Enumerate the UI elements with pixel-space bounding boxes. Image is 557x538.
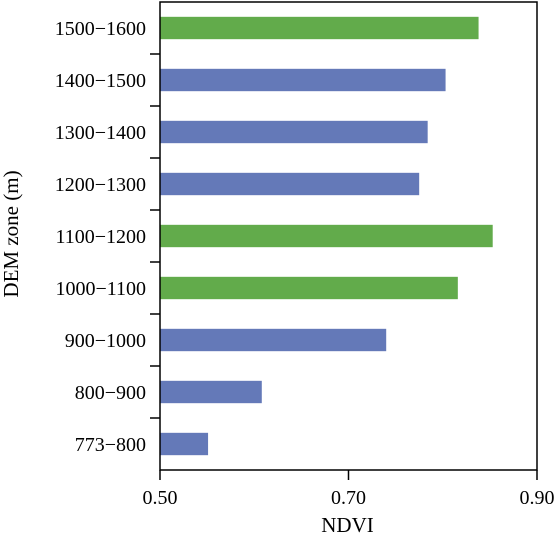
bars-group <box>160 16 493 456</box>
tick-labels-group: 773−800 800−900 900−1000 1000−1100 1100−1200… <box>55 18 555 509</box>
bar-6 <box>160 120 428 144</box>
bar-8 <box>160 16 479 40</box>
bar-1 <box>160 380 262 404</box>
bar-0 <box>160 432 209 456</box>
y-tick-label: 900−1000 <box>65 330 146 352</box>
x-tick-label: 0.70 <box>331 487 366 509</box>
bar-2 <box>160 328 387 352</box>
y-tick-label: 1500−1600 <box>55 18 146 40</box>
bar-3 <box>160 276 458 300</box>
y-tick-label: 1400−1500 <box>55 70 146 92</box>
y-tick-label: 1300−1400 <box>55 122 146 144</box>
bar-5 <box>160 172 420 196</box>
y-tick-label: 773−800 <box>75 434 146 456</box>
y-tick-label: 800−900 <box>75 382 146 404</box>
y-tick-label: 1100−1200 <box>55 226 146 248</box>
x-tick-label: 0.90 <box>520 487 555 509</box>
plot-frame <box>159 1 538 471</box>
ticks-group <box>150 53 538 480</box>
x-tick-label: 0.50 <box>143 487 178 509</box>
y-tick-label: 1200−1300 <box>55 174 146 196</box>
x-axis-title: NDVI <box>321 513 374 537</box>
bar-7 <box>160 68 446 92</box>
bar-4 <box>160 224 493 248</box>
y-axis-title: DEM zone (m) <box>0 170 23 297</box>
y-tick-label: 1000−1100 <box>55 278 146 300</box>
